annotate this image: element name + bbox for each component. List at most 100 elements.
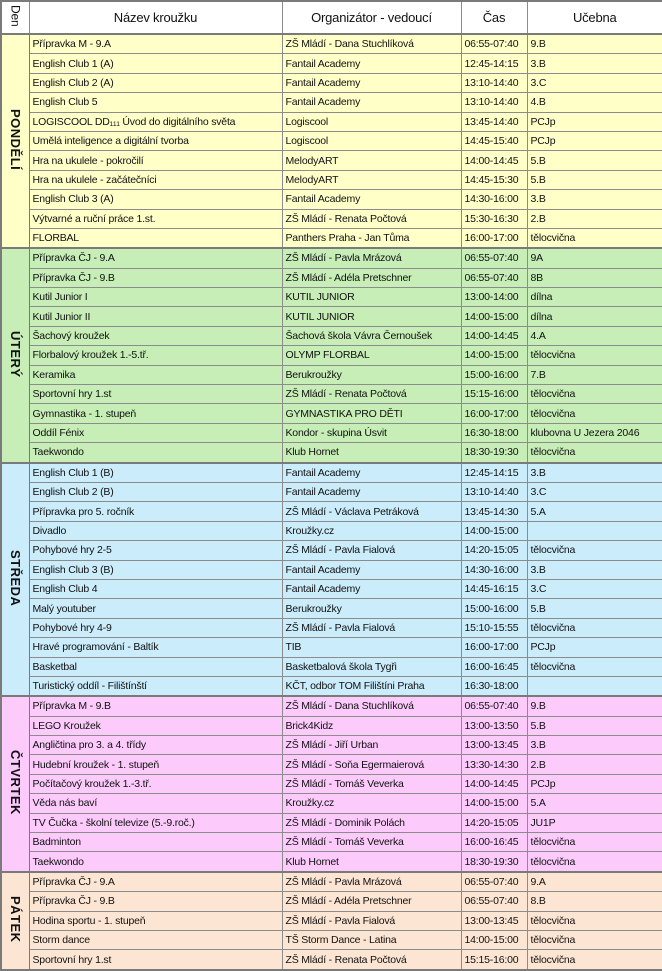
- time-cell: 14:30-16:00: [460, 559, 528, 580]
- room-cell: 5.B: [526, 169, 662, 191]
- time-cell: 18:30-19:30: [460, 851, 528, 873]
- room-cell: 3.C: [526, 72, 662, 94]
- room-cell: 3.B: [526, 461, 662, 483]
- room-cell: 5.B: [526, 150, 662, 171]
- time-cell: 16:00-16:45: [460, 832, 528, 853]
- table-row: English Club 2 (B) Fantail Academy 13:10-1…: [1, 481, 662, 503]
- time-cell: 14:00-14:45: [460, 773, 528, 795]
- room-cell: 4.B: [526, 92, 662, 113]
- table-row: Badminton ZŠ Mládí - Tomáš Veverka 16:00-1…: [1, 832, 662, 853]
- activity-name-cell: Taekwondo: [28, 851, 283, 873]
- room-cell: PCJp: [526, 130, 662, 152]
- organizer-cell: GYMNASTIKA PRO DĚTI: [281, 403, 462, 424]
- room-cell: 9.A: [526, 870, 662, 893]
- organizer-cell: ZŠ Mládí - Adéla Pretschner: [281, 891, 462, 912]
- room-cell: tělocvična: [526, 656, 662, 677]
- table-row: PÁTEK Přípravka ČJ - 9.A ZŠ Mládí - Pavla …: [0, 870, 662, 971]
- activity-name-cell: Malý youtuber: [28, 598, 283, 619]
- room-cell: dílna: [526, 287, 662, 308]
- table-row: ČTVRTEK Přípravka M - 9.B ZŠ Mládí - Dana …: [0, 695, 662, 873]
- room-cell: tělocvična: [526, 617, 662, 639]
- time-cell: 14:30-16:00: [460, 189, 528, 210]
- organizer-cell: Fantail Academy: [281, 578, 462, 600]
- room-cell: tělocvična: [526, 851, 662, 873]
- room-cell: tělocvična: [526, 403, 662, 424]
- activity-name-cell: FLORBAL: [28, 227, 283, 249]
- day-label: PONDĚLÍ: [7, 109, 23, 171]
- time-cell: 16:00-17:00: [460, 227, 528, 249]
- room-cell: 8.B: [526, 891, 662, 912]
- time-cell: 14:45-15:30: [460, 169, 528, 191]
- time-cell: 14:00-15:00: [460, 929, 528, 951]
- table-row: English Club 5 Fantail Academy 13:10-14:40…: [1, 92, 662, 113]
- table-row: Malý youtuber Berukroužky 15:00-16:00 5.B: [1, 598, 662, 619]
- activity-name-cell: Pohybové hry 2-5: [28, 540, 283, 561]
- time-cell: 16:00-17:00: [460, 637, 528, 658]
- organizer-cell: ZŠ Mládí - Renata Počtová: [281, 208, 462, 229]
- organizer-cell: Fantail Academy: [281, 189, 462, 210]
- time-cell: 13:10-14:40: [460, 72, 528, 94]
- time-cell: 13:30-14:30: [460, 754, 528, 775]
- table-row: Sportovní hry 1.st ZŠ Mládí - Renata Počt…: [1, 384, 662, 405]
- time-cell: 12:45-14:15: [460, 53, 528, 74]
- time-cell: 06:55-07:40: [460, 870, 528, 893]
- day-cell: PÁTEK: [0, 870, 30, 971]
- activity-name-cell: English Club 5: [28, 92, 283, 113]
- organizer-cell: Brick4Kidz: [281, 715, 462, 737]
- table-row: STŘEDA English Club 1 (B) Fantail Academy 1…: [0, 461, 662, 697]
- header-day: Den: [0, 0, 30, 35]
- organizer-cell: ZŠ Mládí - Dana Stuchlíková: [281, 33, 462, 55]
- table-row: Hravé programování - Baltík TIB 16:00-17:0…: [1, 637, 662, 658]
- activity-name-cell: Gymnastika - 1. stupeň: [28, 403, 283, 424]
- table-row: Výtvarné a ruční práce 1.st. ZŠ Mládí - R…: [1, 208, 662, 229]
- table-row: English Club 1 (A) Fantail Academy 12:45-1…: [1, 53, 662, 74]
- table-row: Kutil Junior II KUTIL JUNIOR 14:00-15:00 dí…: [1, 306, 662, 327]
- time-cell: 15:10-15:55: [460, 617, 528, 639]
- room-cell: 3.C: [526, 481, 662, 503]
- organizer-cell: Fantail Academy: [281, 461, 462, 483]
- table-row: English Club 2 (A) Fantail Academy 13:10-1…: [1, 72, 662, 94]
- table-row: Šachový kroužek Šachová škola Vávra Černo…: [1, 325, 662, 347]
- table-row: Hra na ukulele - pokročilí MelodyART 14:00…: [1, 150, 662, 171]
- room-cell: JU1P: [526, 812, 662, 834]
- table-row: Gymnastika - 1. stupeň GYMNASTIKA PRO DĚT…: [1, 403, 662, 424]
- activity-name-cell: Keramika: [28, 364, 283, 386]
- organizer-cell: Klub Hornet: [281, 442, 462, 464]
- time-cell: 14:45-15:40: [460, 130, 528, 152]
- header-row: Den Název kroužku Organizátor - vedoucí …: [0, 0, 662, 35]
- room-cell: 5.B: [526, 715, 662, 737]
- time-cell: 15:00-16:00: [460, 364, 528, 386]
- activity-name-cell: Divadlo: [28, 520, 283, 542]
- room-cell: 5.B: [526, 598, 662, 619]
- organizer-cell: ZŠ Mládí - Pavla Mrázová: [281, 870, 462, 893]
- organizer-cell: ZŠ Mládí - Dominik Polách: [281, 812, 462, 834]
- organizer-cell: Berukroužky: [281, 364, 462, 386]
- schedule-body: PONDĚLÍ Přípravka M - 9.A ZŠ Mládí - Dana …: [0, 32, 662, 971]
- room-cell: 5.A: [526, 501, 662, 522]
- activity-name-cell: English Club 2 (B): [28, 481, 283, 503]
- activity-name-cell: Hudební kroužek - 1. stupeň: [28, 754, 283, 775]
- activity-name-cell: TV Čučka - školní televize (5.-9.roč.): [28, 812, 283, 834]
- header-name: Název kroužku: [28, 0, 283, 35]
- activity-name-cell: Umělá inteligence a digitální tvorba: [28, 130, 283, 152]
- time-cell: 16:00-17:00: [460, 403, 528, 424]
- header-room: Učebna: [526, 0, 662, 35]
- activity-name-cell: LOGISCOOL DD₁₁₁ Úvod do digitálního svět…: [28, 111, 283, 132]
- time-cell: 13:45-14:40: [460, 111, 528, 132]
- activity-name-cell: Oddíl Fénix: [28, 422, 283, 444]
- organizer-cell: Berukroužky: [281, 598, 462, 619]
- organizer-cell: KČT, odbor TOM Filištíni Praha: [281, 675, 462, 697]
- room-cell: 8B: [526, 267, 662, 289]
- day-label: ČTVRTEK: [7, 750, 23, 815]
- time-cell: 14:00-14:45: [460, 150, 528, 171]
- room-cell: 3.B: [526, 559, 662, 580]
- activity-name-cell: Hra na ukulele - začátečníci: [28, 169, 283, 191]
- day-cell: PONDĚLÍ: [0, 32, 30, 249]
- room-cell: 4.A: [526, 325, 662, 347]
- time-cell: 15:00-16:00: [460, 598, 528, 619]
- table-row: LEGO Kroužek Brick4Kidz 13:00-13:50 5.B: [1, 715, 662, 737]
- table-row: Hra na ukulele - začátečníci MelodyART 14:…: [1, 169, 662, 191]
- table-row: Angličtina pro 3. a 4. třídy ZŠ Mládí - J…: [1, 735, 662, 756]
- room-cell: 9.B: [526, 33, 662, 55]
- activity-name-cell: English Club 4: [28, 578, 283, 600]
